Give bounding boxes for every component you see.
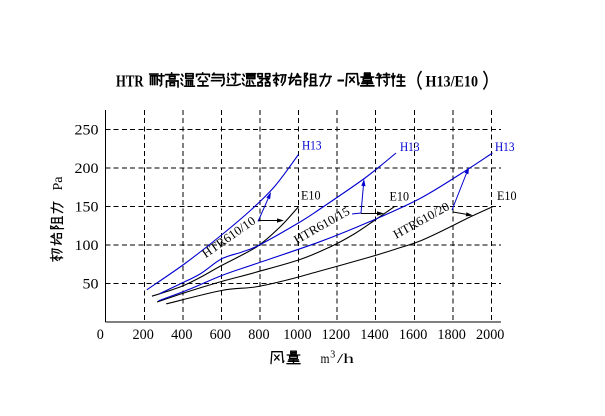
svg-text:50: 50 <box>83 277 99 293</box>
svg-text:400: 400 <box>171 327 192 343</box>
svg-text:1400: 1400 <box>360 327 388 343</box>
svg-text:3: 3 <box>330 350 335 361</box>
svg-text:2000: 2000 <box>476 327 504 343</box>
svg-text:H13: H13 <box>495 139 515 154</box>
svg-text:200: 200 <box>133 327 154 343</box>
svg-text:800: 800 <box>248 327 269 343</box>
svg-text:1800: 1800 <box>437 327 465 343</box>
svg-text:1200: 1200 <box>322 327 350 343</box>
svg-text:H13: H13 <box>302 138 322 153</box>
svg-text:H13/E10: H13/E10 <box>426 74 479 91</box>
svg-text:E10: E10 <box>390 189 410 204</box>
svg-text:m: m <box>321 352 330 367</box>
svg-text:0: 0 <box>97 327 104 343</box>
svg-text:1000: 1000 <box>283 327 311 343</box>
svg-text:Pa: Pa <box>51 176 66 191</box>
svg-text:250: 250 <box>75 123 99 139</box>
svg-text:/h: /h <box>337 352 354 367</box>
svg-text:600: 600 <box>210 327 231 343</box>
svg-text:200: 200 <box>75 161 99 177</box>
svg-text:H13: H13 <box>400 139 420 154</box>
svg-text:1600: 1600 <box>399 327 427 343</box>
svg-text:100: 100 <box>75 238 99 254</box>
svg-text:E10: E10 <box>301 188 321 203</box>
svg-text:E10: E10 <box>497 188 517 203</box>
svg-text:HTR: HTR <box>116 72 144 91</box>
svg-text:150: 150 <box>75 200 99 216</box>
